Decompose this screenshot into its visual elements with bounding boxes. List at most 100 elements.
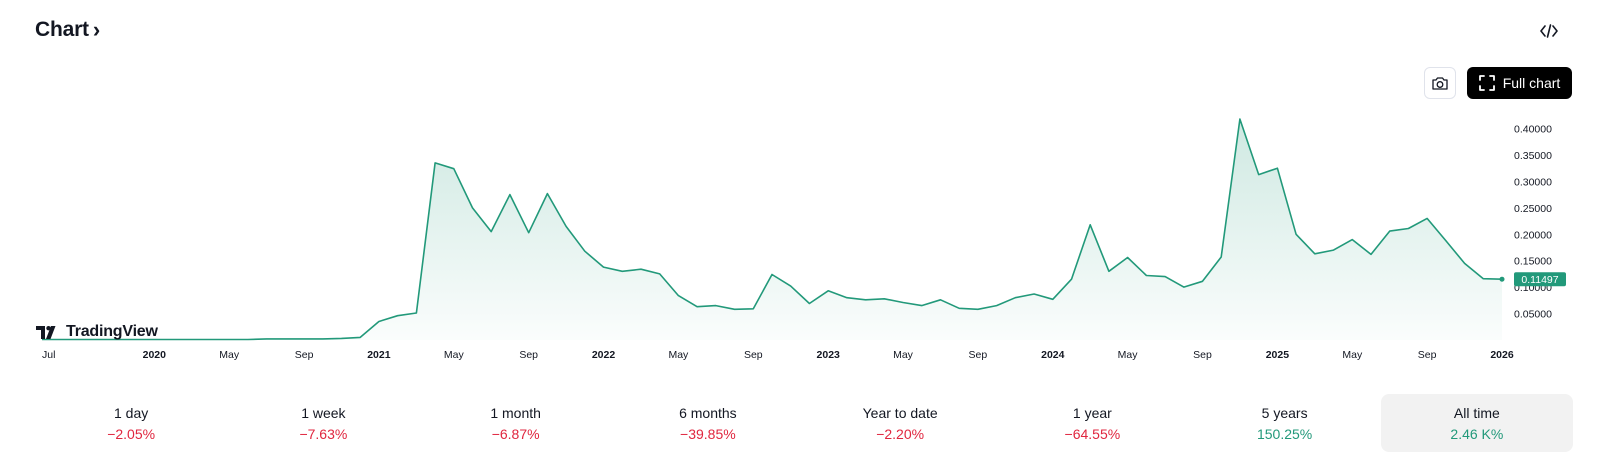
y-tick-label: 0.20000 [1514,229,1552,241]
price-point [1145,275,1147,277]
price-point [1052,298,1054,300]
price-point [977,308,979,310]
period-item[interactable]: 1 year −64.55% [996,394,1188,452]
chart-title: Chart [35,18,89,41]
price-point [303,338,305,340]
price-point [1164,276,1166,278]
price-point [191,339,193,341]
price-point [341,337,343,339]
price-point [266,338,268,340]
price-point [1351,239,1353,241]
price-point [1127,257,1129,259]
price-point [1089,224,1091,226]
fullscreen-icon [1478,75,1495,91]
price-point [1333,249,1335,251]
period-label: 6 months [679,404,737,421]
full-chart-button[interactable]: Full chart [1467,67,1572,99]
price-point [1370,253,1372,255]
x-tick-label: Sep [1418,349,1437,361]
price-point [359,336,361,338]
price-point [247,339,249,341]
price-point [434,162,436,164]
price-point [1276,167,1278,169]
price-point [715,305,717,307]
price-point [1295,233,1297,235]
price-point [584,250,586,252]
price-point [790,285,792,287]
price-point [1014,297,1016,299]
period-item[interactable]: All time 2.46 K% [1380,394,1573,452]
x-tick-label: 2021 [367,349,391,361]
price-point [378,321,380,323]
period-item[interactable]: 6 months −39.85% [612,394,804,452]
price-point [846,297,848,299]
x-tick-label: Sep [969,349,988,361]
price-point [1071,278,1073,280]
period-change-value: −64.55% [1064,425,1121,442]
period-item[interactable]: 1 month −6.87% [420,394,612,452]
price-point [1202,280,1204,282]
price-point [734,308,736,310]
price-point [771,274,773,276]
price-point [1426,217,1428,219]
last-price-badge [1514,272,1566,287]
period-label: 1 week [301,404,346,421]
price-point [621,270,623,272]
period-label: 1 month [490,404,541,421]
price-point [1314,253,1316,255]
price-point [640,268,642,270]
last-price-label: 0.11497 [1521,274,1558,286]
x-tick-label: Sep [295,349,314,361]
price-point [1464,262,1466,264]
period-performance-list: 1 day −2.05% 1 week −7.63% 1 month −6.87% 6 mo… [35,394,1573,452]
price-point [1183,286,1185,288]
price-point [1482,278,1484,280]
price-point [677,295,679,297]
tradingview-logo-text: TradingView [66,323,158,340]
x-tick-label: May [893,349,914,361]
price-point [172,339,174,341]
price-point [1407,228,1409,230]
period-item[interactable]: Year to date −2.20% [804,394,996,452]
period-change-value: −39.85% [680,425,736,442]
price-point [696,306,698,308]
price-point [509,194,511,196]
price-point [902,302,904,304]
price-point [1389,230,1391,232]
price-point [546,193,548,195]
period-item[interactable]: 5 years 150.25% [1189,394,1381,452]
price-point [228,339,230,341]
period-item[interactable]: 1 week −7.63% [227,394,419,452]
period-label: Year to date [862,404,938,421]
price-chart[interactable]: 0.40000 0.35000 0.30000 0.25000 0.20000 0.150… [0,100,1600,372]
price-area-fill [42,119,1502,340]
snapshot-button[interactable] [1424,67,1456,99]
x-tick-label: 2022 [592,349,616,361]
price-point [827,290,829,292]
y-tick-label: 0.05000 [1514,309,1552,321]
tradingview-logo[interactable]: TradingView [36,323,158,341]
period-label: 1 year [1072,404,1112,421]
price-point [752,308,754,310]
chart-header-link[interactable]: Chart › [35,18,100,42]
x-tick-label: May [444,349,465,361]
price-point [472,207,474,209]
price-point [940,299,942,301]
y-tick-label: 0.25000 [1514,203,1552,215]
period-item[interactable]: 1 day −2.05% [35,394,227,452]
embed-code-button[interactable] [1538,20,1560,42]
price-point [1445,240,1447,242]
price-point [996,305,998,307]
price-point [322,338,324,340]
price-series-line [42,118,1503,341]
x-tick-label: May [1118,349,1139,361]
x-tick-label: Sep [1193,349,1212,361]
period-change-value: −7.63% [299,425,348,442]
price-point [1033,293,1035,295]
x-tick-label: 2025 [1266,349,1290,361]
y-tick-label: 0.35000 [1514,150,1552,162]
price-point [565,225,567,227]
x-tick-label: 2024 [1041,349,1065,361]
price-point [284,338,286,340]
price-point [397,315,399,317]
